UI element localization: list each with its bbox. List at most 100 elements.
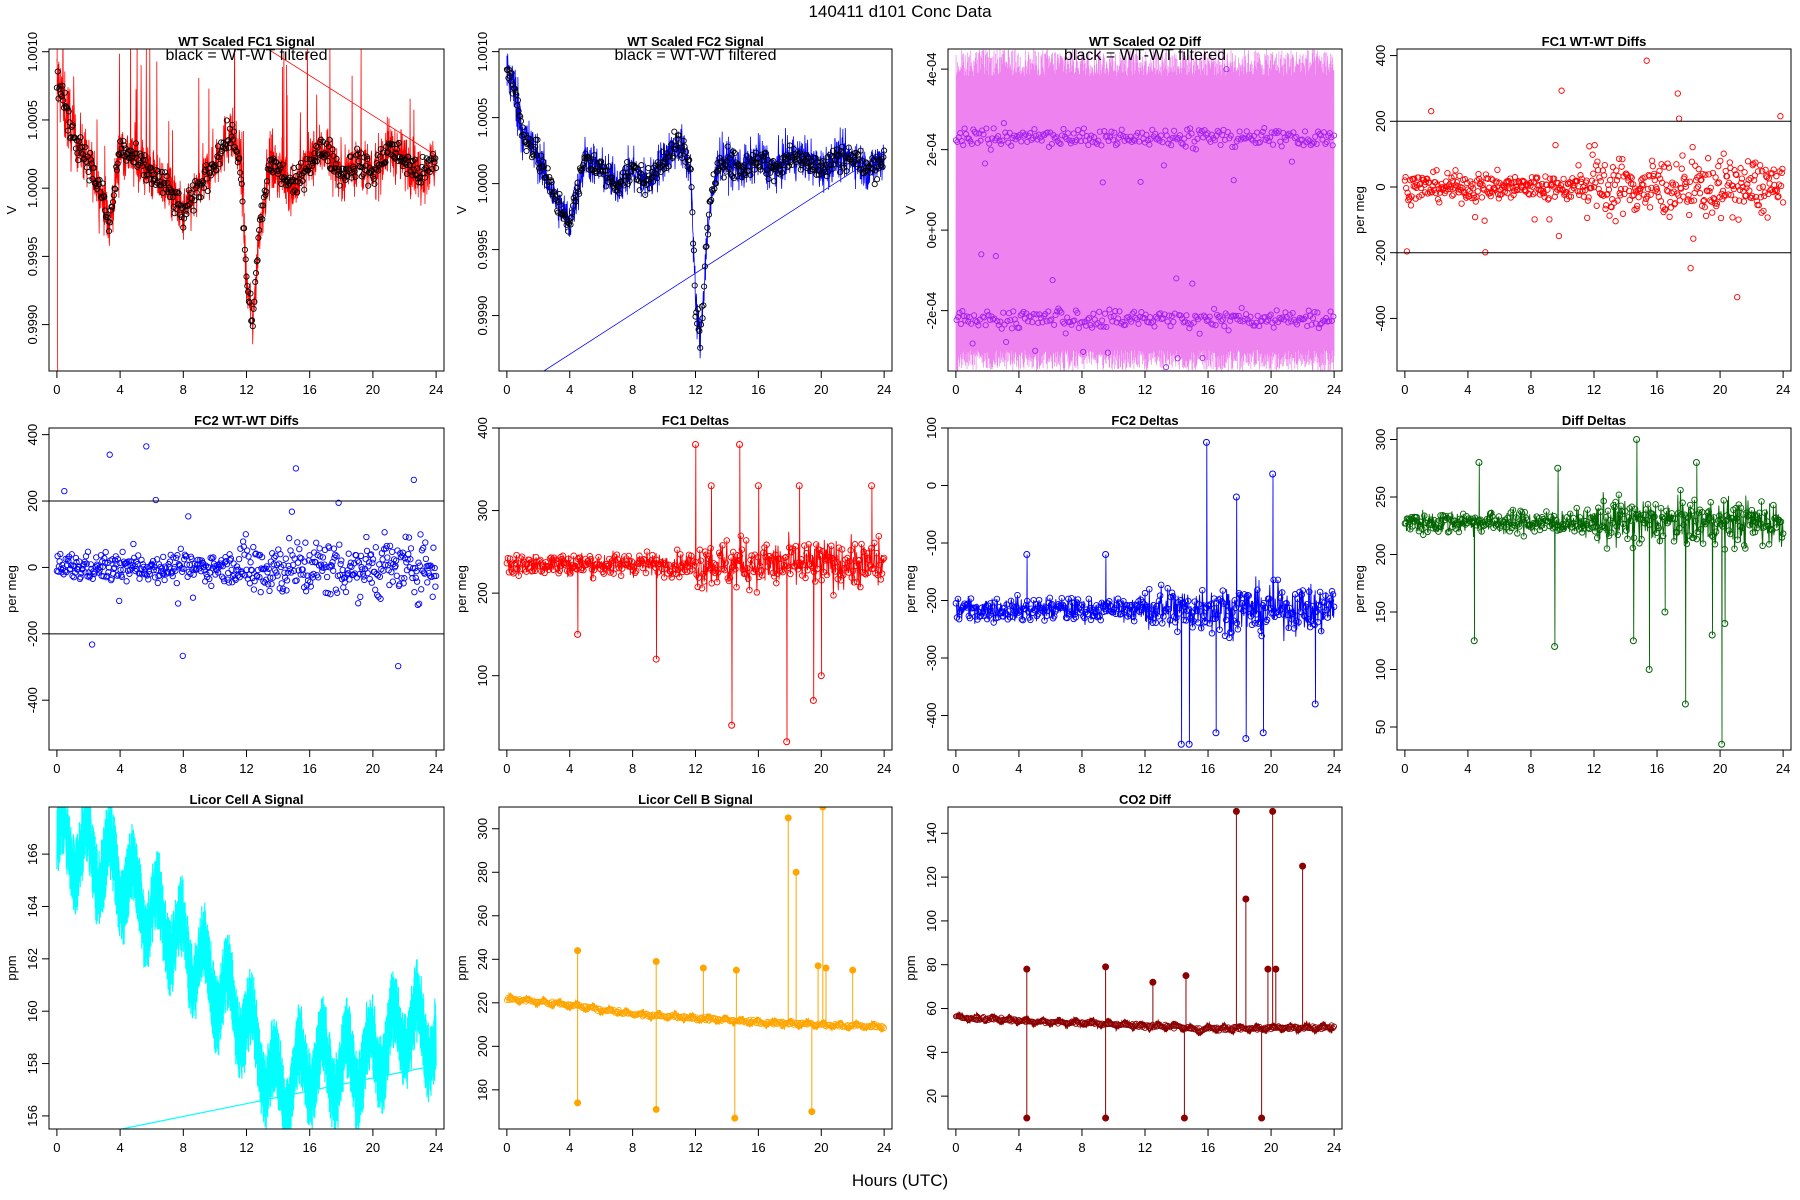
y-tick-label: 1.0000: [475, 164, 490, 204]
data-point: [1200, 612, 1207, 619]
data-point: [698, 303, 705, 310]
spike-point: [1177, 740, 1185, 748]
data-point: [721, 566, 728, 574]
data-point: [1035, 319, 1042, 326]
data-point: [420, 544, 427, 552]
data-point: [1670, 188, 1677, 195]
data-point: [1092, 608, 1099, 615]
data-point: [1114, 140, 1121, 147]
data-point: [1011, 316, 1018, 323]
data-point: [1560, 175, 1567, 183]
y-tick-label: 4e-04: [924, 53, 939, 86]
data-point: [1142, 602, 1150, 609]
data-point: [1236, 591, 1244, 599]
data-point: [1214, 127, 1221, 134]
x-tick-label: 12: [1587, 761, 1601, 776]
data-point: [668, 574, 676, 581]
data-point: [64, 127, 72, 134]
data-point: [203, 175, 211, 182]
data-point: [607, 569, 614, 576]
y-tick-label: -400: [1373, 305, 1388, 331]
x-tick-label: 4: [116, 761, 123, 776]
data-point: [335, 166, 342, 173]
x-tick-label: 0: [503, 382, 510, 397]
data-point: [1230, 177, 1237, 184]
data-point: [1758, 498, 1765, 505]
filtered-points-fc1-signal: [53, 68, 440, 330]
data-point: [998, 325, 1005, 332]
panel-fc1-signal: 0 4 8 12 16 20 240.99900.99951.00001.00051.001…: [4, 32, 445, 397]
data-point: [424, 158, 431, 165]
x-tick-label: 24: [1327, 382, 1341, 397]
spike-point: [707, 482, 715, 490]
panel-title: WT Scaled O2 Diff: [1089, 34, 1202, 49]
spike-point: [1470, 637, 1478, 645]
data-point: [409, 172, 416, 179]
data-point: [74, 150, 81, 157]
data-point: [302, 539, 309, 546]
data-point: [1003, 338, 1010, 346]
data-point: [1756, 184, 1763, 191]
data-point: [1173, 614, 1180, 622]
data-point: [1096, 612, 1103, 620]
data-point: [1629, 544, 1637, 552]
plot-frame: [947, 427, 1343, 751]
data-point: [683, 568, 691, 576]
data-point: [506, 555, 514, 562]
data-point: [992, 253, 999, 260]
data-point: [671, 128, 678, 135]
data-point: [1277, 605, 1285, 612]
data-point: [1258, 632, 1265, 640]
data-point: [117, 138, 124, 145]
data-point: [1008, 325, 1015, 332]
data-point: [1130, 136, 1137, 143]
data-point: [1194, 619, 1202, 626]
data-point: [380, 149, 387, 156]
spike-point: [1269, 470, 1277, 478]
data-point: [1619, 155, 1626, 163]
data-point: [1064, 130, 1071, 137]
data-point: [1138, 309, 1145, 316]
data-point: [1720, 150, 1727, 157]
data-point: [1088, 606, 1096, 614]
data-point: [1629, 192, 1636, 200]
x-tick-label: 8: [629, 1140, 636, 1155]
y-tick-label: 1.0005: [475, 98, 490, 138]
x-tick-label: 20: [1264, 1140, 1278, 1155]
data-point: [1690, 197, 1698, 204]
y-tick-label: 1.0005: [25, 100, 40, 140]
data-point: [276, 162, 283, 169]
data-point: [252, 551, 259, 558]
data-point: [567, 221, 574, 228]
x-tick-label: 4: [1015, 761, 1022, 776]
data-point: [680, 137, 687, 144]
data-point: [1589, 151, 1596, 158]
data-point: [1532, 520, 1539, 527]
data-point: [749, 562, 756, 569]
data-point: [283, 587, 290, 594]
data-point: [1312, 320, 1319, 327]
spike-point: [1299, 862, 1307, 870]
data-point: [722, 559, 729, 566]
data-point: [1225, 327, 1232, 334]
data-point: [677, 551, 684, 558]
data-point: [985, 602, 992, 609]
data-point: [244, 547, 251, 554]
data-point: [430, 544, 437, 551]
data-point: [431, 564, 438, 572]
data-point: [223, 557, 230, 565]
data-point: [139, 561, 147, 568]
data-point: [1045, 308, 1052, 315]
data-point: [1221, 323, 1228, 330]
data-point: [1249, 1025, 1256, 1031]
data-point: [1705, 171, 1712, 178]
x-tick-label: 16: [1201, 761, 1215, 776]
data-point: [1122, 321, 1129, 328]
data-point: [150, 566, 157, 574]
data-point: [1206, 620, 1214, 627]
data-point: [1612, 498, 1619, 506]
data-point: [505, 568, 513, 576]
data-point: [387, 560, 394, 567]
spike-point: [699, 964, 707, 972]
data-point: [987, 600, 994, 607]
